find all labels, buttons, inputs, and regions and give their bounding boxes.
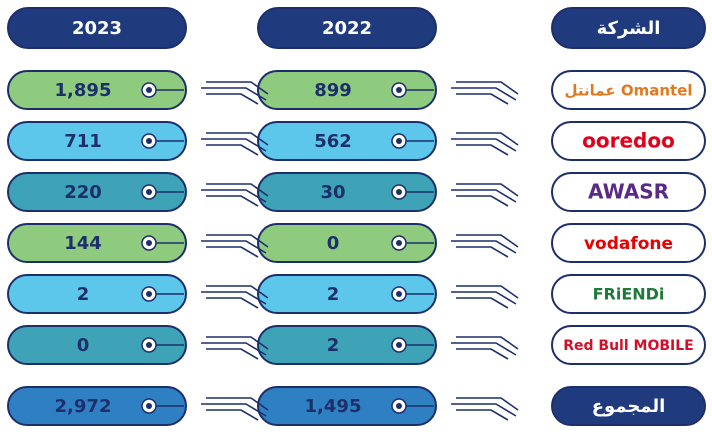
value-text: 2,972 <box>55 396 112 417</box>
connector <box>156 285 269 309</box>
value-pill <box>7 70 187 110</box>
value-pill <box>257 121 437 161</box>
value-text: 1,495 <box>305 396 362 417</box>
node-dot <box>396 291 402 297</box>
value-text: 2 <box>77 284 90 305</box>
value-pill <box>7 325 187 365</box>
value-pill <box>257 274 437 314</box>
value-pill <box>257 70 437 110</box>
company-name: عمانتل Omantel <box>565 82 693 100</box>
connector <box>156 132 269 156</box>
company-name: المجموع <box>592 396 666 417</box>
value-text: 2 <box>327 284 340 305</box>
value-text: 220 <box>64 182 102 203</box>
value-pill <box>7 121 187 161</box>
node-dot <box>396 342 402 348</box>
value-text: 2 <box>327 335 340 356</box>
company-pill <box>551 274 706 314</box>
company-name: FRiENDi <box>593 285 665 304</box>
connector <box>406 397 519 421</box>
header-pill <box>257 7 437 49</box>
value-text: 0 <box>327 233 340 254</box>
node-dot <box>146 240 152 246</box>
value-pill <box>257 223 437 263</box>
company-pill <box>551 121 706 161</box>
value-text: 1,895 <box>55 80 112 101</box>
header-text: 2022 <box>322 18 372 39</box>
connector <box>156 81 269 105</box>
company-name: AWASR <box>588 180 669 204</box>
connector <box>156 183 269 207</box>
connector <box>156 397 269 421</box>
value-text: 0 <box>77 335 90 356</box>
node-dot <box>396 189 402 195</box>
value-pill <box>7 274 187 314</box>
connector <box>406 336 519 360</box>
node-dot <box>396 87 402 93</box>
node-dot <box>396 138 402 144</box>
company-pill <box>551 223 706 263</box>
company-pill <box>551 172 706 212</box>
node-dot <box>146 403 152 409</box>
connector <box>156 336 269 360</box>
node-dot <box>146 342 152 348</box>
company-name: vodafone <box>584 234 673 254</box>
value-pill <box>7 172 187 212</box>
header-text: الشركة <box>597 18 661 39</box>
company-pill <box>551 70 706 110</box>
node-dot <box>396 403 402 409</box>
header-pill <box>551 7 706 49</box>
value-pill <box>257 325 437 365</box>
node-dot <box>146 138 152 144</box>
value-text: 899 <box>314 80 352 101</box>
connector <box>156 234 269 258</box>
company-name: Red Bull MOBILE <box>563 338 693 354</box>
value-text: 30 <box>320 182 345 203</box>
value-text: 562 <box>314 131 352 152</box>
value-pill <box>257 386 437 426</box>
company-pill <box>551 386 706 426</box>
header-pill <box>7 7 187 49</box>
connector <box>406 132 519 156</box>
node-dot <box>146 189 152 195</box>
connector <box>406 285 519 309</box>
company-name: ooredoo <box>582 129 675 153</box>
connector <box>406 81 519 105</box>
header-text: 2023 <box>72 18 122 39</box>
value-pill <box>257 172 437 212</box>
node-dot <box>146 291 152 297</box>
value-pill <box>7 386 187 426</box>
node-dot <box>396 240 402 246</box>
value-text: 711 <box>64 131 102 152</box>
node-dot <box>146 87 152 93</box>
value-pill <box>7 223 187 263</box>
connector <box>406 183 519 207</box>
value-text: 144 <box>64 233 102 254</box>
connector <box>406 234 519 258</box>
company-pill <box>551 325 706 365</box>
